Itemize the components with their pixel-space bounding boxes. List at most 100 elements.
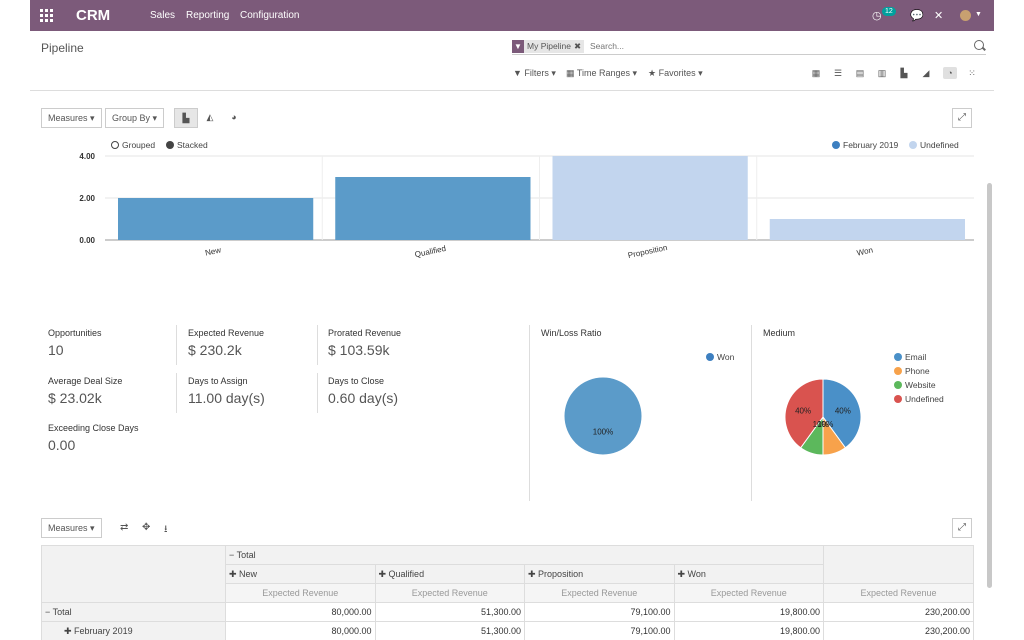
radio-selected-icon [166, 141, 174, 149]
activity-icon[interactable]: ◷ [872, 10, 882, 22]
pivot-measure-header[interactable]: Expected Revenue [374, 583, 525, 603]
bar-chart-icon[interactable]: ▙ [174, 108, 198, 128]
pivot-header-qualified[interactable]: ✚ Qualified [374, 564, 525, 584]
pivot-cell[interactable]: 230,200.00 [823, 602, 974, 622]
legend-swatch [894, 395, 902, 403]
measures-button[interactable]: Measures ▾ [41, 108, 102, 128]
activity-view-icon[interactable]: ⁙ [968, 68, 976, 78]
kanban-view-icon[interactable]: ▦ [811, 68, 821, 78]
legend-label: Won [717, 352, 735, 362]
pivot-header-won[interactable]: ✚ Won [673, 564, 824, 584]
pivot-measure-header[interactable]: Expected Revenue [225, 583, 376, 603]
line-chart-icon[interactable]: ◭ [198, 108, 222, 128]
download-icon[interactable]: ⭳ [164, 524, 168, 535]
favorites-dropdown[interactable]: ★ Favorites ▾ [648, 68, 703, 78]
expand-all-icon[interactable]: ✥ [142, 522, 151, 533]
pivot-cell[interactable]: 19,800.00 [673, 602, 824, 622]
bar [335, 177, 531, 240]
divider [751, 325, 752, 501]
table-row: ✚ February 2019 80,000.00 51,300.00 79,1… [41, 621, 974, 640]
stat-exceeding-close-days-value[interactable]: 0.00 [48, 437, 76, 453]
dashboard-view-icon[interactable]: ◔ [943, 67, 957, 79]
grouped-label: Grouped [122, 140, 156, 150]
user-avatar[interactable] [960, 10, 971, 21]
pivot-measure-header[interactable]: Expected Revenue [524, 583, 675, 603]
calendar-view-icon[interactable]: ▤ [855, 68, 865, 78]
pivot-cell[interactable]: 80,000.00 [225, 602, 376, 622]
menu-configuration[interactable]: Configuration [240, 10, 300, 21]
pivot-cell[interactable]: 79,100.00 [524, 621, 675, 640]
flip-axis-icon[interactable]: ⇄ [120, 522, 129, 533]
expand-pivot-icon[interactable]: ⤢ [952, 518, 972, 538]
search-input[interactable] [590, 39, 960, 53]
x-tick-label: Won [856, 245, 874, 257]
legend-phone[interactable]: Phone [894, 366, 944, 376]
pivot-cell[interactable]: 19,800.00 [673, 621, 824, 640]
pivot-cell[interactable]: 80,000.00 [225, 621, 376, 640]
stat-opportunities-value[interactable]: 10 [48, 342, 64, 358]
legend-label: Phone [905, 366, 930, 376]
x-tick-label: Qualified [414, 244, 447, 259]
pivot-cell[interactable]: 79,100.00 [524, 602, 675, 622]
pivot-row-header[interactable]: ✚ February 2019 [41, 621, 226, 640]
legend-february-2019[interactable]: February 2019 [832, 140, 898, 150]
expand-graph-icon[interactable]: ⤢ [952, 108, 972, 128]
list-view-icon[interactable]: ☰ [833, 68, 843, 78]
pivot-row-header[interactable]: − Total [41, 602, 226, 622]
search-icon[interactable] [974, 40, 984, 50]
pivot-header-proposition[interactable]: ✚ Proposition [524, 564, 675, 584]
graph-view-icon[interactable]: ▙ [900, 68, 908, 78]
pie-data-label: 100% [593, 428, 613, 437]
pivot-measure-header[interactable]: Expected Revenue [673, 583, 824, 603]
stacked-label: Stacked [177, 140, 208, 150]
legend-undefined[interactable]: Undefined [909, 140, 959, 150]
legend-label: Website [905, 380, 936, 390]
stat-average-deal-size-value[interactable]: $ 23.02k [48, 390, 102, 406]
debug-tools-icon[interactable]: ✕ [934, 10, 944, 22]
divider [176, 325, 177, 365]
app-brand: CRM [76, 7, 111, 24]
stat-prorated-revenue-value[interactable]: $ 103.59k [328, 342, 390, 358]
pivot-cell[interactable]: 51,300.00 [374, 621, 525, 640]
legend-website[interactable]: Website [894, 380, 944, 390]
pivot-header-new[interactable]: ✚ New [225, 564, 376, 584]
stat-expected-revenue-value[interactable]: $ 230.2k [188, 342, 242, 358]
y-tick-label: 0.00 [79, 236, 95, 245]
group-by-label: Group By [112, 113, 151, 123]
messages-icon[interactable]: 💬 [910, 10, 924, 22]
cohort-view-icon[interactable]: ◢ [922, 68, 930, 78]
bar [552, 156, 748, 240]
stat-days-to-close-value[interactable]: 0.60 day(s) [328, 390, 399, 406]
stat-days-to-close-label: Days to Close [328, 376, 385, 386]
pivot-stage-label: Proposition [538, 568, 584, 579]
stat-days-to-assign-value[interactable]: 11.00 day(s) [188, 390, 265, 406]
legend-undefined-medium[interactable]: Undefined [894, 394, 944, 404]
pivot-measures-label: Measures [48, 523, 88, 533]
scrollbar[interactable] [987, 183, 992, 588]
stacked-option[interactable]: Stacked [166, 140, 208, 150]
chevron-down-icon[interactable]: ▼ [975, 11, 982, 18]
left-margin [0, 0, 30, 640]
bar-chart: 4.00 2.00 0.00 New Qualified Proposition Won [79, 152, 974, 260]
filters-dropdown[interactable]: ▼ Filters ▾ [513, 68, 556, 78]
breadcrumb[interactable]: Pipeline [41, 41, 84, 55]
pivot-measures-button[interactable]: Measures ▾ [41, 518, 102, 538]
pivot-view-icon[interactable]: ▥ [877, 68, 887, 78]
pivot-cell[interactable]: 51,300.00 [374, 602, 525, 622]
pivot-cell[interactable]: 230,200.00 [823, 621, 974, 640]
legend-swatch [909, 141, 917, 149]
pivot-measure-header[interactable]: Expected Revenue [823, 583, 974, 603]
grouped-option[interactable]: Grouped [111, 140, 155, 150]
legend-swatch [894, 367, 902, 375]
menu-sales[interactable]: Sales [150, 10, 176, 21]
pivot-header-total[interactable]: − Total [225, 545, 824, 565]
pie-chart-icon[interactable]: ◕ [222, 108, 246, 128]
group-by-button[interactable]: Group By ▾ [105, 108, 165, 128]
app-switcher-icon[interactable] [40, 9, 53, 22]
legend-won[interactable]: Won [706, 352, 734, 362]
time-ranges-dropdown[interactable]: ▦ Time Ranges ▾ [566, 68, 638, 78]
remove-facet-icon[interactable]: ✖ [573, 40, 585, 53]
legend-email[interactable]: Email [894, 352, 944, 362]
pivot-row-label: February 2019 [74, 625, 133, 636]
menu-reporting[interactable]: Reporting [186, 10, 230, 21]
